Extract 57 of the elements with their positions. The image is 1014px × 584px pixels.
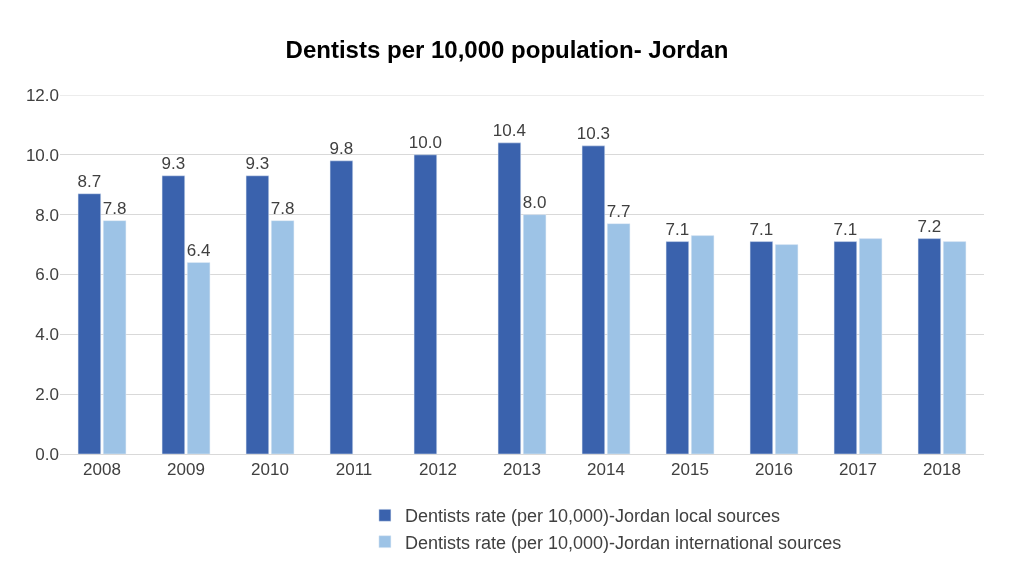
x-tick-label: 2012 [419,460,457,480]
x-tick-label: 2014 [587,460,625,480]
data-label: 7.1 [665,219,690,239]
bar [691,235,715,454]
x-tick-label: 2017 [839,460,877,480]
data-label: 7.2 [917,216,942,236]
data-label: 10.4 [492,120,526,140]
x-tick-label: 2016 [755,460,793,480]
data-label: 6.4 [186,240,211,260]
data-label: 7.1 [833,219,858,239]
legend-label: Dentists rate (per 10,000)-Jordan local sources [404,506,781,527]
x-tick-label: 2013 [503,460,541,480]
data-label: 8.7 [77,171,102,191]
text: 8.0 [35,205,59,225]
bar [271,220,295,454]
bar [523,214,547,454]
bar [859,238,883,454]
data-label: 9.3 [161,153,186,173]
bar [245,175,269,454]
text: 2.0 [35,385,59,405]
bar [329,160,353,454]
x-tick-label: 2018 [923,460,961,480]
bar [413,154,437,454]
bar [775,244,799,454]
bar [917,238,941,454]
data-label: 7.1 [749,219,774,239]
data-label: 9.3 [245,153,270,173]
data-label: 7.7 [606,201,631,221]
data-label: 7.8 [102,198,127,218]
bar [665,241,689,454]
bar [749,241,773,454]
x-tick-label: 2009 [167,460,205,480]
x-tick-label: 2011 [335,460,373,480]
bar [103,220,127,454]
chart-title: Dentists per 10,000 population- Jordan [285,35,729,63]
text: 10.0 [25,145,59,165]
text: 6.0 [35,265,59,285]
bar [161,175,185,454]
data-label: 7.8 [270,198,295,218]
bar [943,241,967,454]
bar [497,142,521,454]
bar [581,145,605,454]
data-label: 9.8 [329,138,354,158]
bar [607,223,631,454]
text: 0.0 [35,444,59,464]
bar [187,262,211,454]
text: 12.0 [25,85,59,105]
x-tick-label: 2015 [671,460,709,480]
data-label: 10.3 [576,123,610,143]
legend-label: Dentists rate (per 10,000)-Jordan international sources [404,532,842,553]
bar [833,241,857,454]
text: 4.0 [35,325,59,345]
bar [77,193,101,454]
x-tick-label: 2008 [83,460,121,480]
x-tick-label: 2010 [251,460,289,480]
data-label: 10.0 [408,132,442,152]
data-label: 8.0 [522,192,547,212]
